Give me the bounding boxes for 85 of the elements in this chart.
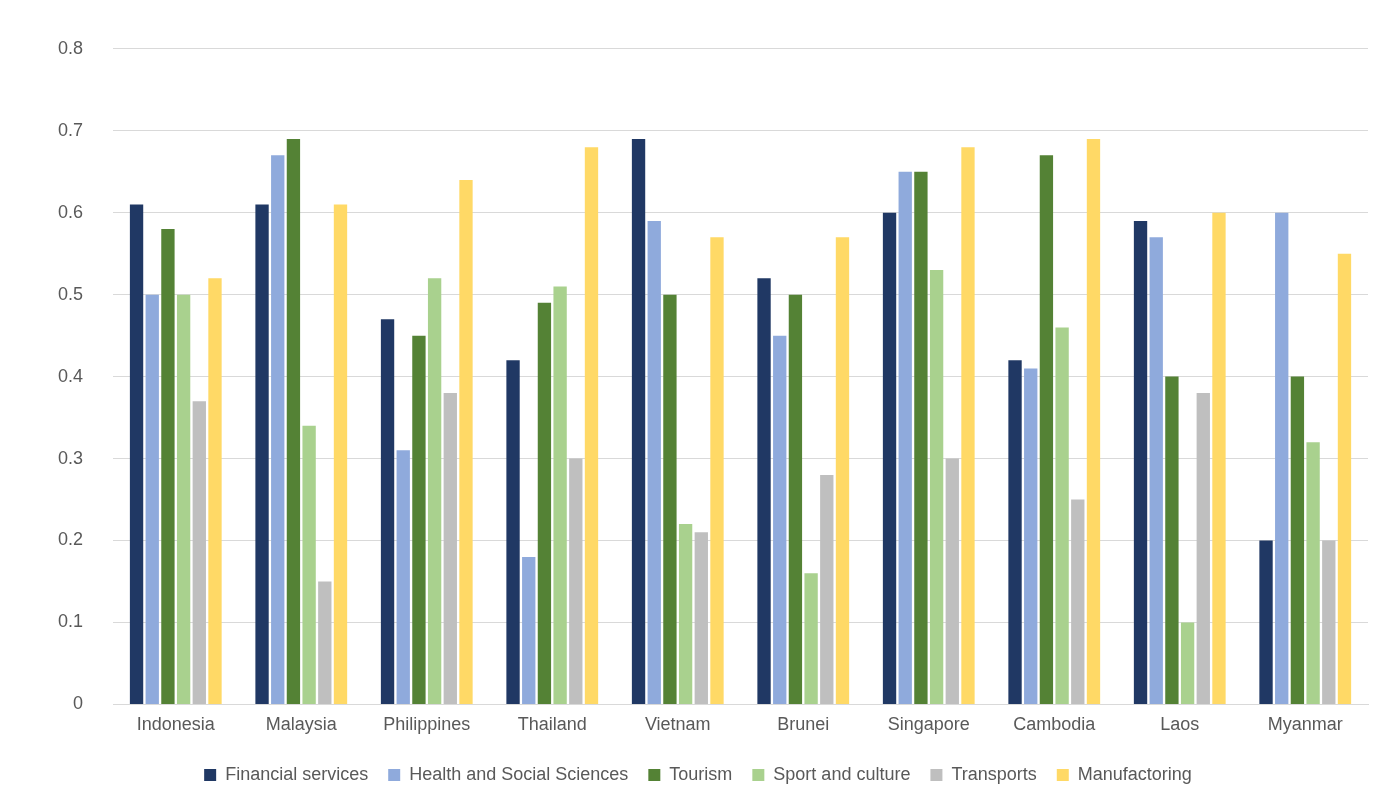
y-tick-label: 0.4 xyxy=(57,365,84,386)
x-tick-label: Indonesia xyxy=(136,714,216,735)
bar xyxy=(1008,360,1022,704)
bar xyxy=(804,573,818,704)
y-tick-label: 0.6 xyxy=(57,201,84,222)
bar xyxy=(678,524,693,704)
bar xyxy=(929,270,944,704)
bar xyxy=(129,204,144,704)
bar xyxy=(286,138,301,704)
bar xyxy=(584,147,599,704)
bar xyxy=(788,294,803,704)
bar xyxy=(427,278,442,704)
bar xyxy=(569,458,583,704)
y-tick-label: 0.5 xyxy=(57,283,84,304)
bar xyxy=(945,458,959,704)
bar xyxy=(333,204,348,704)
bar xyxy=(1086,138,1101,704)
bar xyxy=(1180,622,1195,704)
bar xyxy=(710,237,724,704)
bar xyxy=(1071,499,1085,704)
bar xyxy=(1259,540,1273,704)
y-tick-label: 0.3 xyxy=(57,447,84,468)
bar xyxy=(208,278,222,704)
x-tick-label: Thailand xyxy=(517,714,587,735)
bar xyxy=(145,294,159,704)
x-tick-label: Laos xyxy=(1160,714,1200,735)
bar xyxy=(647,220,661,704)
y-tick-label: 0 xyxy=(73,693,84,714)
legend-label: Sport and culture xyxy=(773,763,911,784)
legend-label: Transports xyxy=(951,763,1037,784)
bar xyxy=(1024,368,1038,704)
bar xyxy=(961,147,975,704)
x-tick-label: Singapore xyxy=(887,714,970,735)
bar xyxy=(1039,155,1054,704)
x-tick-label: Vietnam xyxy=(644,714,711,735)
bar xyxy=(412,335,426,704)
bar xyxy=(553,286,567,704)
bar xyxy=(757,278,771,704)
bar xyxy=(820,474,834,704)
bar xyxy=(302,425,316,704)
bar xyxy=(255,204,269,704)
bar xyxy=(522,556,536,704)
x-tick-label: Philippines xyxy=(383,714,471,735)
bar xyxy=(1290,376,1305,704)
x-tick-label: Brunei xyxy=(777,714,830,735)
bar xyxy=(271,155,285,704)
bar xyxy=(1196,392,1210,704)
bar xyxy=(694,532,708,704)
bar xyxy=(537,302,552,704)
bar xyxy=(835,237,850,704)
bar xyxy=(176,294,191,704)
y-tick-label: 0.7 xyxy=(57,119,84,140)
legend-label: Tourism xyxy=(669,763,733,784)
bar xyxy=(443,392,457,704)
bar xyxy=(1055,327,1069,704)
bar xyxy=(1337,253,1352,704)
y-tick-label: 0.2 xyxy=(57,529,84,550)
bar xyxy=(1165,376,1179,704)
y-tick-label: 0.1 xyxy=(57,611,84,632)
bar xyxy=(192,401,206,704)
bar xyxy=(396,450,410,704)
x-tick-label: Myanmar xyxy=(1267,714,1343,735)
bar xyxy=(663,294,677,704)
bar xyxy=(1149,237,1163,704)
legend-label: Health and Social Sciences xyxy=(409,763,629,784)
x-tick-label: Malaysia xyxy=(265,714,338,735)
bar xyxy=(1306,442,1320,704)
legend-label: Manufactoring xyxy=(1077,763,1192,784)
bar xyxy=(914,171,928,704)
x-tick-label: Cambodia xyxy=(1013,714,1097,735)
bar xyxy=(882,212,897,704)
bar xyxy=(773,335,787,704)
bar xyxy=(380,319,395,704)
bar xyxy=(1133,220,1148,704)
bar xyxy=(459,179,473,704)
bar xyxy=(1322,540,1336,704)
bar xyxy=(318,581,332,704)
bar xyxy=(898,171,912,704)
bar xyxy=(1212,212,1226,704)
bar xyxy=(161,229,175,704)
bar xyxy=(631,138,646,704)
legend-label: Financial services xyxy=(225,763,369,784)
bar xyxy=(1275,212,1289,704)
y-tick-label: 0.8 xyxy=(57,37,84,58)
bar xyxy=(506,360,520,704)
